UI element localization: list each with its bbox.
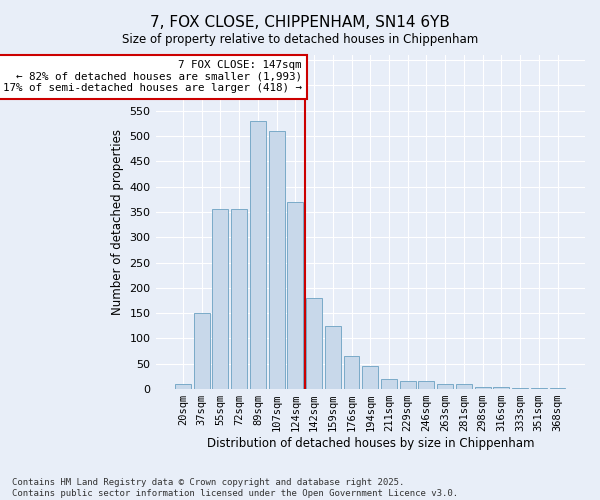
Bar <box>212 210 229 389</box>
Bar <box>475 386 491 389</box>
Bar <box>381 379 397 389</box>
Y-axis label: Number of detached properties: Number of detached properties <box>111 129 124 315</box>
X-axis label: Distribution of detached houses by size in Chippenham: Distribution of detached houses by size … <box>206 437 534 450</box>
Bar <box>531 388 547 389</box>
Bar <box>306 298 322 389</box>
Bar <box>175 384 191 389</box>
Text: 7, FOX CLOSE, CHIPPENHAM, SN14 6YB: 7, FOX CLOSE, CHIPPENHAM, SN14 6YB <box>150 15 450 30</box>
Bar <box>250 121 266 389</box>
Text: Contains HM Land Registry data © Crown copyright and database right 2025.
Contai: Contains HM Land Registry data © Crown c… <box>12 478 458 498</box>
Bar <box>493 386 509 389</box>
Bar <box>325 326 341 389</box>
Bar <box>269 131 284 389</box>
Text: Size of property relative to detached houses in Chippenham: Size of property relative to detached ho… <box>122 32 478 46</box>
Bar <box>287 202 304 389</box>
Bar <box>418 382 434 389</box>
Bar <box>437 384 453 389</box>
Bar <box>512 388 528 389</box>
Bar <box>362 366 378 389</box>
Bar <box>550 388 565 389</box>
Bar <box>194 313 209 389</box>
Text: 7 FOX CLOSE: 147sqm
← 82% of detached houses are smaller (1,993)
17% of semi-det: 7 FOX CLOSE: 147sqm ← 82% of detached ho… <box>3 60 302 94</box>
Bar <box>456 384 472 389</box>
Bar <box>400 382 416 389</box>
Bar <box>344 356 359 389</box>
Bar <box>231 210 247 389</box>
